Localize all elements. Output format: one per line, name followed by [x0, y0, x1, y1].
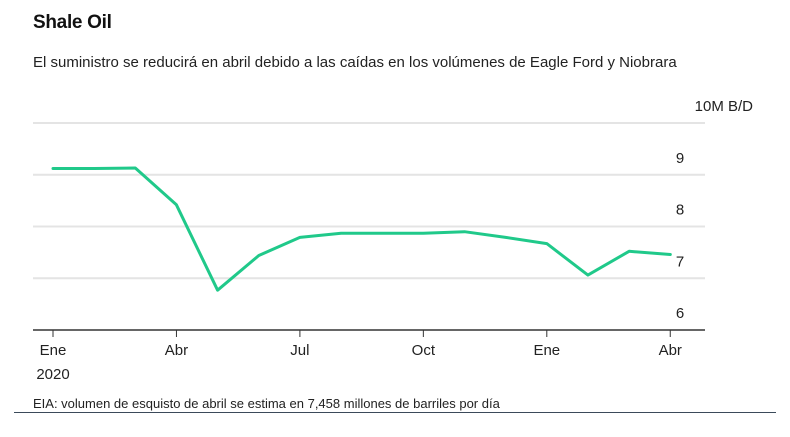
- y-tick-label: 7: [676, 253, 684, 270]
- chart-title: Shale Oil: [33, 12, 112, 33]
- source-caption: EIA: volumen de esquisto de abril se est…: [33, 396, 500, 411]
- x-tick-label: Oct: [412, 342, 436, 359]
- x-tick-label: Ene: [533, 342, 560, 359]
- y-tick-label: 10M B/D: [695, 98, 754, 115]
- y-tick-label: 8: [676, 202, 684, 219]
- x-tick-sublabel: 2020: [36, 366, 69, 383]
- x-tick-label: Jul: [290, 342, 309, 359]
- chart-subtitle: El suministro se reducirá en abril debid…: [33, 54, 677, 71]
- series-line: [51, 166, 672, 292]
- y-tick-label: 9: [676, 150, 684, 167]
- bottom-divider: [14, 412, 776, 413]
- x-tick-label: Abr: [659, 342, 682, 359]
- x-tick-label: Ene: [40, 342, 67, 359]
- y-tick-label: 6: [676, 305, 684, 322]
- x-tick-label: Abr: [165, 342, 188, 359]
